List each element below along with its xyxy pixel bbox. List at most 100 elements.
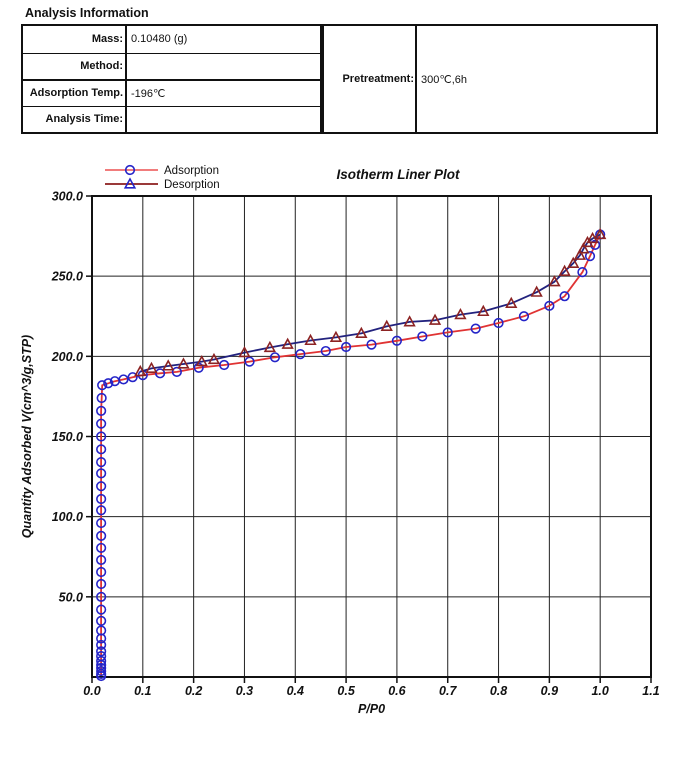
mass-label: Mass: bbox=[23, 26, 127, 53]
adsorption-marker bbox=[96, 625, 107, 636]
desorption-marker bbox=[238, 345, 251, 358]
desorption-marker bbox=[548, 275, 561, 287]
mass-value: 0.10480 (g) bbox=[131, 33, 188, 46]
desorption-marker bbox=[530, 285, 543, 297]
desorption-marker bbox=[594, 227, 607, 240]
legend-label-adsorption: Adsorption bbox=[164, 165, 219, 177]
adsorption-marker bbox=[96, 468, 107, 479]
y-tick-label: 200.0 bbox=[51, 350, 83, 364]
adsorption-line bbox=[100, 234, 602, 676]
desorption-marker bbox=[263, 340, 277, 353]
adsorption-marker bbox=[244, 356, 255, 367]
adsorption-marker bbox=[96, 566, 107, 578]
x-tick-label: 0.0 bbox=[83, 684, 100, 698]
adsorption-marker bbox=[96, 591, 107, 602]
isotherm-chart: 0.0 0.1 0.2 0.3 0.4 0.5 0.6 0.7 0.8 0.9 1.0 1.1 50.0… bbox=[0, 150, 679, 772]
pretreatment-table: Pretreatment: 300℃,6h bbox=[322, 24, 658, 134]
adsorption-marker bbox=[96, 646, 107, 657]
y-tick-label: 50.0 bbox=[59, 590, 83, 604]
adsorption-marker bbox=[96, 639, 107, 651]
analysis-time-value bbox=[127, 105, 320, 133]
desorption-marker bbox=[281, 337, 294, 349]
desorption-marker bbox=[403, 315, 416, 327]
x-tick-label: 0.2 bbox=[185, 684, 202, 698]
desorption-marker bbox=[505, 296, 518, 309]
adsorption-marker bbox=[340, 341, 352, 353]
adsorption-marker bbox=[584, 251, 596, 262]
desorption-marker bbox=[573, 248, 587, 260]
adsorption-marker bbox=[103, 378, 114, 389]
analysis-info-table: Mass: 0.10480 (g) Method: Adsorption Tem… bbox=[21, 24, 322, 134]
desorption-marker bbox=[329, 330, 343, 343]
adsorption-marker bbox=[295, 348, 306, 360]
adsorption-temp-value: -196℃ bbox=[127, 79, 320, 106]
adsorption-marker bbox=[118, 374, 129, 385]
desorption-marker bbox=[477, 304, 490, 317]
adsorption-marker bbox=[96, 604, 107, 615]
adsorption-marker bbox=[470, 323, 481, 334]
desorption-marker bbox=[428, 313, 442, 325]
x-tick-label: 1.1 bbox=[642, 684, 659, 698]
adsorption-marker bbox=[96, 431, 107, 442]
legend-marker-adsorption bbox=[124, 164, 136, 176]
adsorption-marker bbox=[577, 267, 588, 278]
adsorption-marker bbox=[442, 327, 453, 338]
analysis-time-label: Analysis Time: bbox=[23, 105, 127, 132]
x-tick-label: 0.8 bbox=[490, 684, 507, 698]
adsorption-marker bbox=[96, 457, 107, 468]
y-axis-label: Quantity Adsorbed V(cm^3/g,STP) bbox=[20, 335, 34, 538]
desorption-marker bbox=[177, 357, 190, 369]
adsorption-marker bbox=[96, 418, 107, 429]
desorption-marker bbox=[304, 333, 317, 346]
pretreatment-label: Pretreatment: bbox=[324, 26, 417, 132]
adsorption-marker bbox=[96, 651, 107, 662]
x-tick-label: 0.9 bbox=[541, 684, 558, 698]
adsorption-marker bbox=[96, 665, 107, 677]
legend-label-desorption: Desorption bbox=[164, 179, 220, 191]
desorption-marker bbox=[195, 354, 208, 367]
adsorption-marker bbox=[96, 530, 107, 542]
adsorption-marker bbox=[96, 662, 107, 674]
desorption-marker bbox=[145, 361, 158, 373]
desorption-marker bbox=[567, 256, 580, 268]
adsorption-marker bbox=[493, 317, 504, 329]
adsorption-marker bbox=[97, 380, 108, 391]
x-tick-label: 0.6 bbox=[388, 684, 406, 698]
adsorption-marker bbox=[96, 655, 107, 667]
desorption-marker bbox=[355, 326, 368, 339]
y-tick-label: 100.0 bbox=[52, 510, 83, 524]
y-tick-label: 150.0 bbox=[52, 430, 83, 444]
adsorption-marker bbox=[96, 505, 107, 516]
adsorption-marker bbox=[96, 493, 107, 505]
x-axis-label: P/P0 bbox=[358, 702, 385, 716]
desorption-marker bbox=[162, 359, 175, 371]
adsorption-marker bbox=[391, 335, 403, 346]
desorption-marker bbox=[134, 364, 147, 377]
adsorption-marker bbox=[366, 339, 377, 350]
desorption-marker bbox=[558, 264, 571, 276]
adsorption-marker bbox=[96, 392, 107, 404]
desorption-marker bbox=[207, 352, 221, 365]
x-tick-label: 0.1 bbox=[134, 684, 151, 698]
desorption-marker bbox=[380, 319, 393, 331]
x-tick-label: 0.7 bbox=[439, 684, 457, 698]
adsorption-marker bbox=[320, 345, 331, 357]
adsorption-marker bbox=[544, 300, 555, 311]
adsorption-marker bbox=[96, 517, 107, 529]
adsorption-marker bbox=[96, 542, 107, 554]
adsorption-temp-label: Adsorption Temp. bbox=[23, 79, 127, 106]
adsorption-marker bbox=[269, 352, 281, 363]
method-label: Method: bbox=[23, 52, 127, 79]
adsorption-marker bbox=[96, 444, 107, 455]
adsorption-marker bbox=[96, 481, 107, 492]
adsorption-marker bbox=[96, 578, 107, 590]
adsorption-marker bbox=[518, 311, 530, 322]
method-value bbox=[127, 52, 320, 80]
y-tick-label: 300.0 bbox=[52, 190, 83, 204]
desorption-line bbox=[140, 233, 601, 373]
isotherm-chart-svg: 0.0 0.1 0.2 0.3 0.4 0.5 0.6 0.7 0.8 0.9 1.0 1.1 50.0… bbox=[20, 164, 660, 716]
x-tick-label: 0.4 bbox=[287, 684, 304, 698]
adsorption-marker bbox=[96, 554, 107, 566]
legend-marker-desorption bbox=[123, 177, 137, 189]
